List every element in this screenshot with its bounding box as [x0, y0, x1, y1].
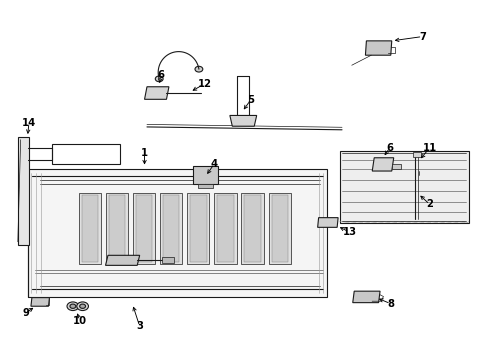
Polygon shape: [271, 195, 287, 262]
Text: 5: 5: [246, 95, 253, 105]
Circle shape: [366, 46, 376, 54]
Polygon shape: [217, 195, 233, 262]
Circle shape: [205, 174, 213, 179]
Polygon shape: [187, 193, 209, 264]
Polygon shape: [160, 193, 182, 264]
Text: 10: 10: [73, 316, 86, 325]
Polygon shape: [412, 152, 420, 157]
Text: 2: 2: [426, 199, 432, 210]
Circle shape: [32, 300, 40, 306]
Polygon shape: [371, 158, 393, 171]
Circle shape: [374, 46, 384, 54]
Text: 13: 13: [342, 227, 356, 237]
Polygon shape: [161, 257, 173, 263]
Circle shape: [197, 174, 205, 179]
Text: 1: 1: [141, 148, 148, 158]
Polygon shape: [133, 193, 155, 264]
Polygon shape: [105, 193, 128, 264]
Circle shape: [195, 66, 203, 72]
Circle shape: [70, 304, 76, 309]
Polygon shape: [193, 166, 217, 184]
Polygon shape: [268, 193, 290, 264]
Polygon shape: [198, 184, 212, 188]
Polygon shape: [229, 116, 256, 126]
Polygon shape: [214, 193, 236, 264]
Polygon shape: [365, 41, 391, 55]
Text: 9: 9: [22, 308, 29, 318]
Circle shape: [364, 294, 373, 301]
Polygon shape: [105, 255, 140, 265]
Polygon shape: [241, 193, 263, 264]
Text: 12: 12: [197, 79, 211, 89]
Polygon shape: [352, 291, 379, 303]
Polygon shape: [108, 195, 125, 262]
Circle shape: [77, 302, 88, 311]
Circle shape: [149, 90, 159, 98]
Polygon shape: [81, 195, 98, 262]
Circle shape: [155, 76, 163, 82]
Circle shape: [323, 220, 331, 226]
Polygon shape: [391, 164, 400, 168]
Text: 8: 8: [386, 299, 393, 309]
Polygon shape: [244, 195, 260, 262]
Text: 7: 7: [418, 32, 425, 41]
Polygon shape: [144, 87, 168, 99]
Polygon shape: [79, 193, 101, 264]
Polygon shape: [317, 218, 337, 227]
Circle shape: [67, 302, 79, 311]
Text: 3: 3: [136, 321, 143, 331]
Text: 6: 6: [386, 143, 392, 153]
Text: 4: 4: [210, 159, 217, 169]
Circle shape: [355, 294, 365, 301]
Polygon shape: [136, 195, 152, 262]
Polygon shape: [339, 151, 468, 223]
Polygon shape: [31, 298, 49, 306]
Polygon shape: [190, 195, 206, 262]
Polygon shape: [27, 169, 327, 297]
Circle shape: [80, 304, 85, 309]
Polygon shape: [163, 195, 179, 262]
Circle shape: [375, 162, 384, 169]
Polygon shape: [18, 137, 29, 244]
Text: 6: 6: [157, 70, 164, 80]
Text: 11: 11: [422, 143, 436, 153]
Text: 14: 14: [22, 118, 36, 128]
